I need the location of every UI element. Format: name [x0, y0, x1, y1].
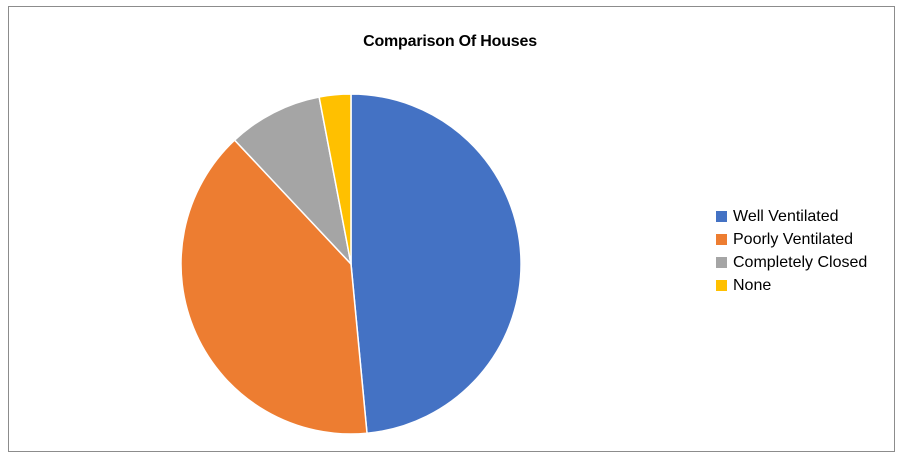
legend-item-none: None [716, 274, 867, 297]
legend-swatch-well-ventilated [716, 211, 727, 222]
legend-label-completely-closed: Completely Closed [733, 253, 868, 271]
pie-slice-well-ventilated [350, 93, 522, 434]
pie-slice-completely-closed [233, 96, 352, 265]
legend-label-none: None [733, 276, 772, 294]
legend-swatch-none [716, 280, 727, 291]
legend: Well Ventilated Poorly Ventilated Comple… [716, 205, 867, 297]
pie-slice-none [318, 93, 352, 265]
pie-slice-poorly-ventilated [180, 139, 368, 435]
pie-slices [180, 93, 522, 435]
legend-swatch-completely-closed [716, 257, 727, 268]
legend-label-well-ventilated: Well Ventilated [733, 207, 839, 225]
chart-title: Comparison Of Houses [363, 33, 537, 50]
legend-swatch-poorly-ventilated [716, 234, 727, 245]
legend-item-poorly-ventilated: Poorly Ventilated [716, 228, 867, 251]
legend-item-well-ventilated: Well Ventilated [716, 205, 867, 228]
legend-label-poorly-ventilated: Poorly Ventilated [733, 230, 854, 248]
legend-item-completely-closed: Completely Closed [716, 251, 867, 274]
